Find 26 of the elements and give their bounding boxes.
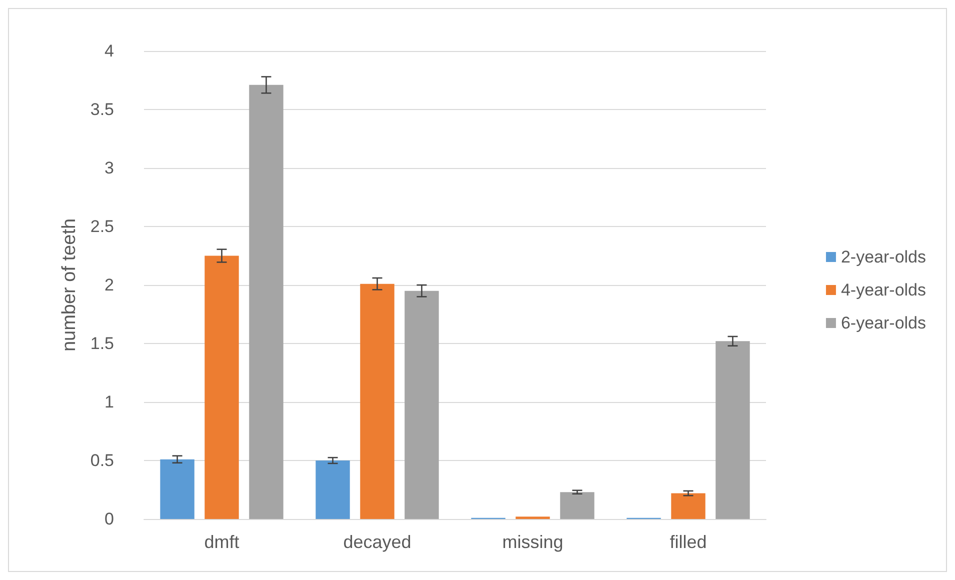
bar xyxy=(316,460,350,519)
x-tick-label: dmft xyxy=(204,532,240,552)
y-axis-title: number of teeth xyxy=(59,218,80,352)
y-tick-label: 4 xyxy=(104,42,114,60)
y-tick-label: 1 xyxy=(104,392,114,412)
legend-label: 4-year-olds xyxy=(840,280,926,300)
y-tick-label: 0 xyxy=(104,510,114,528)
x-tick-label: filled xyxy=(670,532,707,552)
bar xyxy=(249,84,284,519)
y-tick-label: 1.5 xyxy=(90,334,114,353)
bar xyxy=(360,284,394,519)
legend-label: 6-year-olds xyxy=(840,314,926,332)
legend-label: 2-year-olds xyxy=(840,248,926,266)
bar xyxy=(160,459,194,519)
bar xyxy=(404,290,439,519)
y-tick-label: 2.5 xyxy=(90,217,114,236)
y-tick-label: 0.5 xyxy=(90,451,114,470)
bar xyxy=(671,493,706,519)
bar xyxy=(204,256,239,519)
y-tick-label: 3.5 xyxy=(90,100,114,119)
bar xyxy=(560,492,594,519)
x-tick-label: decayed xyxy=(343,532,412,552)
x-tick-label: missing xyxy=(502,532,564,552)
bar xyxy=(716,341,750,519)
y-tick-label: 3 xyxy=(104,158,114,178)
y-tick-label: 2 xyxy=(104,276,114,294)
